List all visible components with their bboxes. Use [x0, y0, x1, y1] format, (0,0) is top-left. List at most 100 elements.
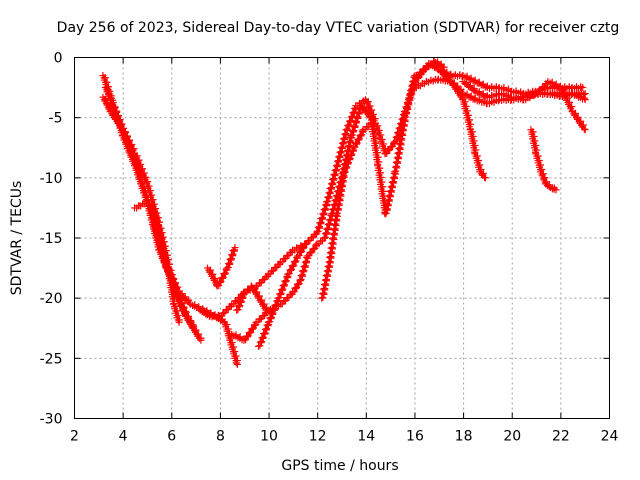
data-point-marker	[335, 153, 343, 161]
data-point-marker	[403, 105, 411, 113]
x-tick-label: 12	[309, 429, 327, 445]
chart-title: Day 256 of 2023, Sidereal Day-to-day VTE…	[57, 20, 620, 36]
data-point-marker	[397, 131, 405, 139]
data-point-marker	[405, 96, 413, 104]
data-point-marker	[334, 157, 342, 165]
x-tick-label: 10	[260, 429, 278, 445]
data-point-marker	[319, 210, 327, 218]
data-point-marker	[324, 193, 332, 201]
data-point-marker	[320, 281, 328, 289]
data-point-marker	[333, 205, 341, 213]
data-point-marker	[322, 201, 330, 209]
y-tick-label: -25	[40, 351, 63, 367]
data-point-marker	[226, 255, 234, 263]
data-point-marker	[330, 225, 338, 233]
y-tick-label: -20	[40, 291, 63, 307]
axis-ticks: 2 4 6 8 10 12 14 16 18 20 22 240-5-10-15-20-25-30	[40, 51, 619, 445]
data-point-marker	[228, 251, 236, 259]
data-point-marker	[581, 126, 589, 134]
data-point-marker	[327, 244, 335, 252]
data-point-marker	[331, 221, 339, 229]
x-tick-label: 24	[601, 429, 619, 445]
data-point-marker	[341, 130, 349, 138]
data-point-marker	[323, 198, 331, 206]
data-point-marker	[400, 114, 408, 122]
grid-lines	[74, 57, 610, 419]
x-tick-label: 16	[406, 429, 424, 445]
y-tick-label: 0	[54, 51, 63, 67]
data-point-marker	[276, 290, 284, 298]
data-point-marker	[350, 123, 358, 131]
data-point-marker	[354, 109, 362, 117]
data-point-marker	[301, 258, 309, 266]
data-point-marker	[385, 192, 393, 200]
series-track-8	[255, 240, 310, 350]
data-point-marker	[297, 272, 305, 280]
data-point-marker	[340, 135, 348, 143]
data-point-marker	[347, 113, 355, 121]
data-point-marker	[293, 284, 301, 292]
data-point-marker	[393, 154, 401, 162]
data-point-marker	[329, 235, 337, 243]
data-point-marker	[318, 294, 326, 302]
data-point-marker	[221, 269, 229, 277]
data-point-marker	[409, 78, 417, 86]
data-point-marker	[290, 288, 298, 296]
series-track-15	[527, 126, 560, 194]
data-point-marker	[348, 127, 356, 135]
data-point-marker	[401, 109, 409, 117]
data-point-marker	[381, 210, 389, 218]
data-point-marker	[440, 63, 448, 71]
data-points	[99, 57, 589, 368]
x-tick-label: 18	[455, 429, 473, 445]
data-point-marker	[326, 184, 334, 192]
data-point-marker	[392, 133, 400, 141]
data-point-marker	[331, 216, 339, 224]
data-point-marker	[324, 220, 332, 228]
data-point-marker	[320, 234, 328, 242]
data-point-marker	[396, 140, 404, 148]
series-track-16	[532, 78, 589, 134]
data-point-marker	[215, 282, 223, 290]
data-point-marker	[338, 177, 346, 185]
data-point-marker	[335, 196, 343, 204]
series-track-9	[233, 282, 278, 315]
data-point-marker	[321, 276, 329, 284]
data-point-marker	[346, 138, 354, 146]
data-point-marker	[264, 318, 272, 326]
x-tick-label: 8	[216, 429, 225, 445]
data-point-marker	[343, 159, 351, 167]
data-point-marker	[329, 175, 337, 183]
data-point-marker	[271, 301, 279, 309]
data-point-marker	[266, 314, 274, 322]
data-point-marker	[340, 168, 348, 176]
data-point-marker	[281, 277, 289, 285]
data-point-marker	[391, 138, 399, 146]
data-point-marker	[328, 239, 336, 247]
data-point-marker	[342, 126, 350, 134]
data-point-marker	[399, 121, 407, 129]
data-point-marker	[319, 290, 327, 298]
data-point-marker	[353, 114, 361, 122]
data-point-marker	[382, 205, 390, 213]
data-point-marker	[389, 174, 397, 182]
data-point-marker	[197, 336, 205, 344]
data-point-marker	[326, 249, 334, 257]
data-point-marker	[344, 142, 352, 150]
data-point-marker	[219, 273, 227, 281]
data-point-marker	[217, 277, 225, 285]
y-tick-label: -30	[40, 412, 63, 428]
data-point-marker	[338, 139, 346, 147]
x-tick-label: 2	[70, 429, 79, 445]
data-point-marker	[261, 325, 269, 333]
y-tick-label: -10	[40, 171, 63, 187]
data-point-marker	[290, 261, 298, 269]
data-point-marker	[384, 196, 392, 204]
data-point-marker	[581, 96, 589, 104]
data-point-marker	[407, 87, 415, 95]
data-point-marker	[387, 183, 395, 191]
data-point-marker	[316, 219, 324, 227]
data-point-marker	[270, 306, 278, 314]
data-point-marker	[336, 187, 344, 195]
data-point-marker	[358, 131, 366, 139]
